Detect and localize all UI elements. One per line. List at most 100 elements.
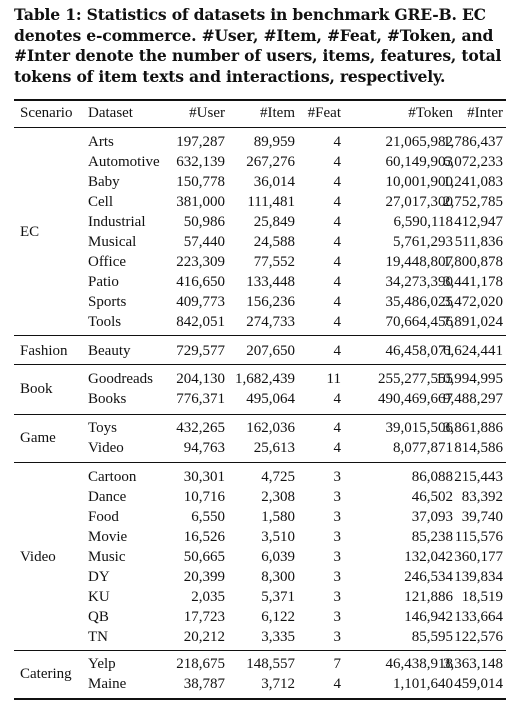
header-rule — [14, 127, 506, 128]
dataset-cell: DY — [88, 569, 110, 585]
token-cell: 35,486,025 — [385, 294, 454, 310]
feat-cell: 4 — [333, 420, 342, 436]
feat-cell: 4 — [333, 214, 342, 230]
token-cell: 8,077,871 — [393, 440, 453, 456]
bottom-rule — [14, 698, 506, 700]
dataset-cell: Sports — [88, 294, 127, 310]
inter-cell: 814,586 — [454, 440, 503, 456]
dataset-cell: Baby — [88, 174, 120, 190]
feat-cell: 3 — [333, 489, 342, 505]
dataset-cell: Tools — [88, 314, 122, 330]
scenario-label: Catering — [20, 666, 72, 682]
token-cell: 146,942 — [404, 609, 453, 625]
scenario-header: Scenario — [20, 105, 73, 121]
user-cell: 776,371 — [176, 391, 225, 407]
token-cell: 6,590,118 — [393, 214, 453, 230]
feat-cell: 4 — [333, 294, 342, 310]
user-cell: 842,051 — [176, 314, 225, 330]
inter-cell: 3,861,886 — [443, 420, 503, 436]
token-cell: 34,273,390 — [385, 274, 454, 290]
scenario-label: Fashion — [20, 343, 68, 359]
dataset-cell: Office — [88, 254, 127, 270]
dataset-cell: Automotive — [88, 154, 160, 170]
token-cell: 70,664,456 — [385, 314, 454, 330]
inter-cell: 39,740 — [461, 509, 503, 525]
feat-cell: 4 — [333, 391, 342, 407]
feat-cell: 4 — [333, 174, 342, 190]
user-cell: 223,309 — [176, 254, 225, 270]
user-cell: 409,773 — [176, 294, 225, 310]
token-cell: 121,886 — [404, 589, 453, 605]
token-cell: 37,093 — [411, 509, 453, 525]
feat-header: #Feat — [307, 105, 341, 121]
dataset-cell: KU — [88, 589, 110, 605]
feat-cell: 7 — [333, 656, 342, 672]
dataset-cell: Cell — [88, 194, 113, 210]
user-cell: 632,139 — [176, 154, 225, 170]
inter-cell: 511,836 — [454, 234, 503, 250]
item-cell: 111,481 — [247, 194, 295, 210]
item-cell: 6,039 — [261, 549, 295, 565]
dataset-cell: Dance — [88, 489, 127, 505]
user-cell: 197,287 — [176, 134, 225, 150]
item-cell: 3,510 — [261, 529, 295, 545]
item-cell: 5,371 — [261, 589, 295, 605]
inter-cell: 122,576 — [454, 629, 503, 645]
dataset-header: Dataset — [88, 105, 133, 121]
inter-cell: 115,576 — [454, 529, 503, 545]
user-cell: 381,000 — [176, 194, 225, 210]
user-cell: 20,212 — [183, 629, 225, 645]
token-cell: 132,042 — [404, 549, 453, 565]
feat-cell: 3 — [333, 509, 342, 525]
dataset-cell: Music — [88, 549, 126, 565]
token-cell: 1,101,640 — [393, 676, 453, 692]
item-cell: 25,849 — [253, 214, 295, 230]
token-cell: 21,065,982 — [385, 134, 454, 150]
item-cell: 207,650 — [246, 343, 295, 359]
group-rule — [14, 462, 506, 463]
user-cell: 729,577 — [176, 343, 225, 359]
item-cell: 3,335 — [261, 629, 295, 645]
inter-cell: 6,072,233 — [443, 154, 503, 170]
inter-cell: 139,834 — [454, 569, 503, 585]
item-cell: 24,588 — [253, 234, 295, 250]
token-cell: 46,502 — [411, 489, 453, 505]
user-cell: 94,763 — [183, 440, 225, 456]
feat-cell: 4 — [333, 134, 342, 150]
dataset-cell: Books — [88, 391, 127, 407]
item-cell: 77,552 — [253, 254, 295, 270]
feat-cell: 3 — [333, 569, 342, 585]
inter-cell: 215,443 — [454, 469, 503, 485]
dataset-cell: Arts — [88, 134, 114, 150]
token-cell: 19,448,807 — [385, 254, 454, 270]
feat-cell: 4 — [333, 234, 342, 250]
feat-cell: 3 — [333, 609, 342, 625]
user-cell: 432,265 — [176, 420, 225, 436]
feat-cell: 3 — [333, 589, 342, 605]
item-cell: 4,725 — [261, 469, 295, 485]
token-header: #Token — [408, 105, 453, 121]
dataset-cell: Goodreads — [88, 371, 153, 387]
item-cell: 8,300 — [261, 569, 295, 585]
feat-cell: 11 — [326, 371, 341, 387]
item-cell: 156,236 — [246, 294, 295, 310]
item-cell: 2,308 — [261, 489, 295, 505]
dataset-cell: Movie — [88, 529, 128, 545]
inter-cell: 360,177 — [454, 549, 503, 565]
item-cell: 89,959 — [253, 134, 295, 150]
dataset-cell: Industrial — [88, 214, 146, 230]
feat-cell: 4 — [333, 274, 342, 290]
dataset-cell: Patio — [88, 274, 119, 290]
group-rule — [14, 335, 506, 336]
token-cell: 85,595 — [411, 629, 453, 645]
group-rule — [14, 650, 506, 651]
dataset-cell: Beauty — [88, 343, 131, 359]
user-cell: 218,675 — [176, 656, 225, 672]
token-cell: 27,017,300 — [385, 194, 454, 210]
token-cell: 246,534 — [404, 569, 453, 585]
inter-cell: 3,472,020 — [443, 294, 503, 310]
inter-cell: 18,519 — [461, 589, 503, 605]
user-cell: 150,778 — [176, 174, 225, 190]
inter-cell: 459,014 — [454, 676, 503, 692]
